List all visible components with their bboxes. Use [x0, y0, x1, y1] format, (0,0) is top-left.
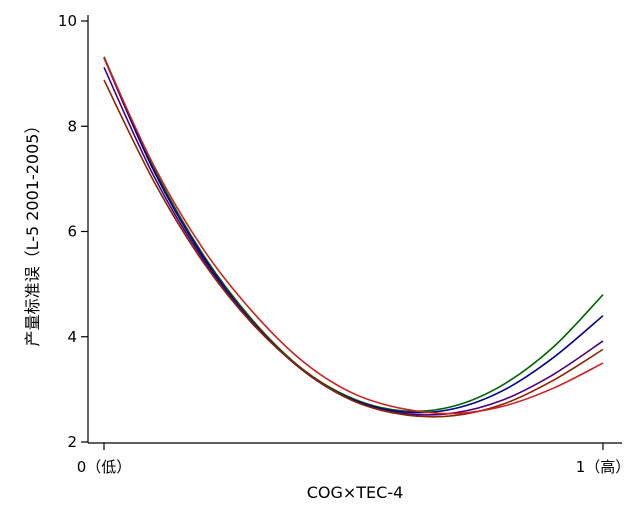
y-tick-label: 8: [67, 117, 77, 135]
series-line-3: [103, 66, 604, 416]
y-tick-label: 4: [67, 328, 77, 346]
x-axis-title: COG×TEC-4: [307, 483, 404, 502]
x-axis-ticks: 0（低） 1（高）: [77, 443, 631, 476]
y-tick-label: 6: [67, 223, 77, 241]
series-line-4: [103, 79, 604, 418]
y-axis-ticks: 2 4 6 8 10: [58, 12, 88, 451]
x-tick-label: 1（高）: [576, 458, 631, 476]
y-tick-label: 2: [67, 433, 77, 451]
series-line-2: [103, 57, 604, 414]
y-tick-label: 10: [58, 12, 77, 30]
series-group: [103, 56, 604, 418]
series-line-1: [103, 56, 604, 413]
y-axis-title: 产量标准误（L-5 2001-2005）: [23, 118, 42, 347]
x-tick-label: 0（低）: [77, 458, 132, 476]
series-line-5: [103, 57, 604, 415]
